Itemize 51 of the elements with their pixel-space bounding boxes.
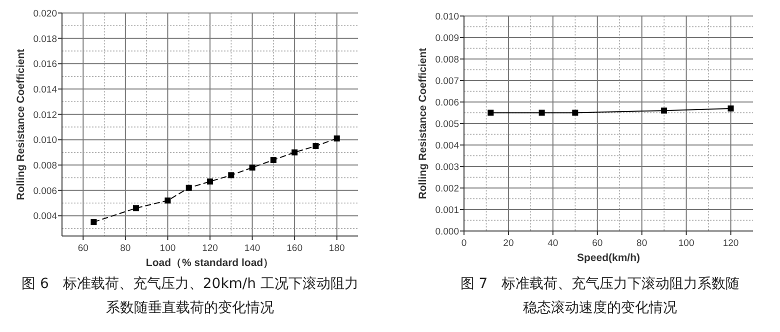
- y-tick-label: 0.016: [33, 59, 57, 70]
- point: [90, 219, 97, 226]
- x-tick-label: 140: [244, 243, 260, 254]
- x-tick-label: 20: [503, 238, 514, 249]
- x-tick-label: 60: [78, 243, 88, 254]
- point: [207, 178, 213, 185]
- point: [334, 135, 340, 142]
- y-tick-label: 0.003: [435, 162, 459, 173]
- y-tick-label: 0.009: [435, 33, 459, 44]
- y-tick-label: 0.004: [33, 211, 57, 222]
- x-tick-label: 60: [592, 238, 603, 249]
- y-tick-label: 0.010: [435, 12, 459, 22]
- point: [133, 205, 139, 212]
- y-tick-label: 0.020: [33, 8, 57, 20]
- y-tick-label: 0.008: [435, 54, 459, 66]
- x-tick-label: 120: [202, 243, 218, 254]
- y-tick-label: 0.001: [435, 205, 459, 216]
- x-axis-title: Load（% standard load）: [146, 257, 274, 269]
- y-tick-label: 0.005: [435, 119, 459, 130]
- y-tick-label: 0.004: [435, 140, 459, 152]
- point: [249, 164, 256, 171]
- point: [164, 198, 171, 204]
- x-tick-label: 0: [461, 238, 467, 249]
- point: [270, 156, 276, 163]
- y-tick-label: 0.007: [435, 76, 459, 87]
- y-tick-label: 0.018: [33, 34, 57, 45]
- y-tick-label: 0.006: [33, 186, 57, 197]
- x-tick-label: 80: [636, 238, 648, 249]
- y-tick-label: 0.008: [33, 160, 57, 172]
- y-axis-title: Rolling Resistance Coefficient: [417, 47, 429, 200]
- text: 图 6 标准载荷、充气压力、20km/h 工况下滚动阻力系数随垂直载荷的变化情况: [20, 275, 360, 318]
- point: [292, 149, 298, 156]
- x-tick-label: 120: [722, 238, 739, 249]
- y-tick-label: 0.000: [435, 226, 459, 238]
- x-tick-label: 160: [286, 243, 302, 254]
- x-axis-title: Speed(km/h): [576, 252, 640, 264]
- y-tick-label: 0.002: [435, 184, 459, 194]
- x-tick-label: 80: [120, 243, 131, 254]
- point: [312, 143, 319, 150]
- text: 图 7 标准载荷、充气压力下滚动阻力系数随稳态滚动速度的变化情况: [459, 275, 741, 318]
- y-tick-label: 0.014: [33, 84, 57, 96]
- y-axis-title: Rolling Resistance Coefficient: [15, 48, 27, 200]
- x-tick-label: 100: [160, 243, 176, 254]
- y-tick-label: 0.010: [33, 135, 57, 146]
- x-tick-label: 40: [548, 238, 558, 249]
- x-tick-label: 180: [328, 243, 345, 254]
- x-tick-label: 100: [678, 238, 694, 249]
- y-tick-label: 0.006: [435, 98, 459, 108]
- y-tick-label: 0.012: [33, 110, 57, 121]
- point: [186, 184, 192, 191]
- point: [228, 172, 234, 178]
